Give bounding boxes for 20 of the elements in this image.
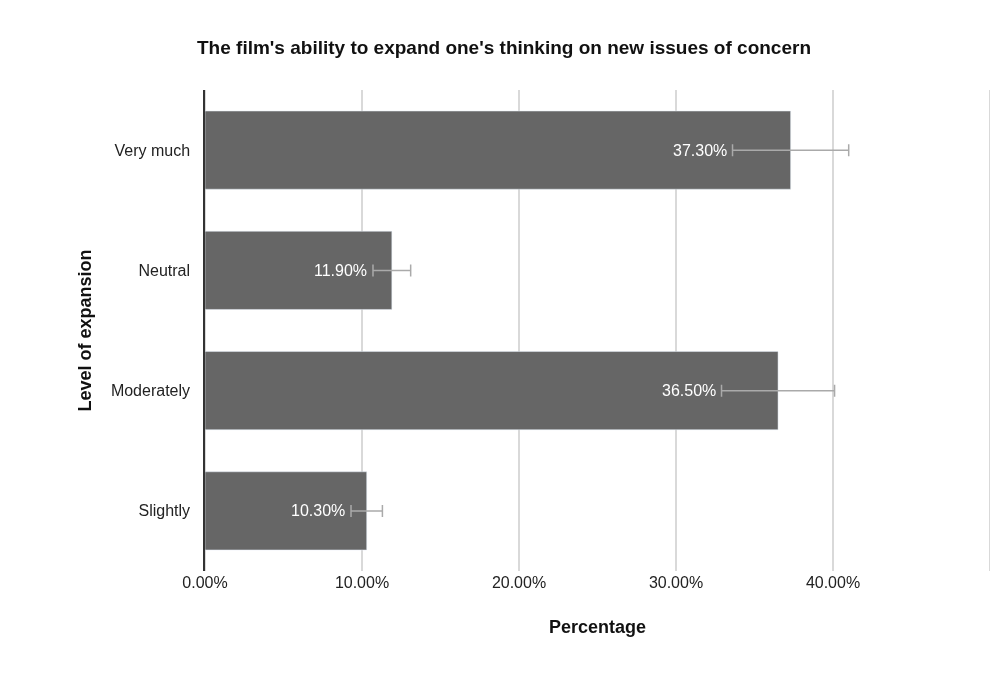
data-label: 37.30% (673, 142, 728, 159)
y-tick-label: Neutral (138, 261, 191, 279)
data-label: 36.50% (662, 382, 717, 399)
x-tick-label: 40.00% (805, 574, 861, 591)
data-label: 10.30% (291, 502, 346, 519)
x-tick-label: 20.00% (491, 574, 547, 591)
bar (205, 351, 779, 430)
data-label: 11.90% (314, 262, 368, 279)
bar (205, 231, 393, 310)
y-tick-label: Very much (114, 141, 191, 159)
y-tick-label: Moderately (110, 382, 191, 400)
x-tick-label: 0.00% (182, 574, 228, 591)
y-axis-title: Level of expansion (74, 249, 95, 412)
bar (205, 110, 791, 190)
x-tick-label: 10.00% (334, 574, 390, 591)
y-tick-label: Slightly (138, 502, 191, 520)
bar (205, 471, 367, 551)
x-axis-title: Percentage (548, 617, 647, 638)
chart-title: The film's ability to expand one's thinking on new issues of concern (197, 37, 811, 59)
x-tick-label: 30.00% (648, 574, 704, 591)
